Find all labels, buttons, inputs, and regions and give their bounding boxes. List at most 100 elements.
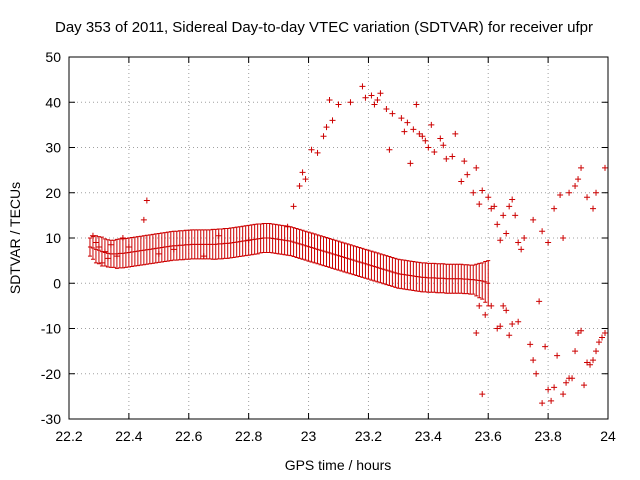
error-bar xyxy=(300,229,305,260)
y-axis-label: SDTVAR / TECUs xyxy=(7,182,23,294)
error-bar xyxy=(468,264,473,295)
data-point xyxy=(521,235,528,241)
error-bar xyxy=(408,260,413,291)
data-point xyxy=(545,239,552,246)
error-bar xyxy=(426,262,431,293)
error-bar xyxy=(351,245,356,276)
error-bar xyxy=(135,236,140,267)
y-tick-label: 0 xyxy=(53,275,61,291)
x-tick-label: 22.4 xyxy=(115,428,142,444)
error-bar xyxy=(132,236,137,267)
error-bar xyxy=(219,228,224,260)
error-bar xyxy=(378,253,383,284)
error-bar xyxy=(417,261,422,292)
data-point xyxy=(500,212,507,219)
data-point xyxy=(551,205,558,212)
data-point xyxy=(593,189,600,196)
data-point xyxy=(515,239,522,246)
data-point xyxy=(506,332,513,339)
x-tick-label: 22.2 xyxy=(55,428,82,444)
error-bar xyxy=(171,230,176,261)
error-bar xyxy=(144,234,149,265)
data-point xyxy=(386,146,393,153)
data-point xyxy=(542,343,549,350)
axis-ticks xyxy=(68,56,609,420)
error-bar xyxy=(291,227,296,258)
data-point xyxy=(560,391,567,398)
error-bar xyxy=(237,226,242,258)
data-point xyxy=(359,83,366,90)
error-bar xyxy=(309,232,314,263)
data-point xyxy=(497,323,504,330)
data-point xyxy=(347,99,354,106)
data-point xyxy=(512,212,519,219)
error-bar xyxy=(180,230,185,261)
data-point xyxy=(536,298,543,305)
error-bar xyxy=(465,264,470,295)
y-tick-label: -30 xyxy=(41,411,61,427)
error-bar xyxy=(372,251,377,282)
data-point xyxy=(596,339,603,346)
data-point xyxy=(140,216,147,223)
error-bar xyxy=(363,248,368,279)
x-tick-label: 23.4 xyxy=(415,428,442,444)
error-bar xyxy=(390,256,395,287)
data-point xyxy=(506,203,513,210)
error-bar xyxy=(105,239,110,268)
error-bar xyxy=(264,223,269,253)
data-point xyxy=(533,370,540,377)
error-bar xyxy=(252,223,257,255)
data-point xyxy=(437,135,444,142)
data-point xyxy=(479,187,486,194)
data-point xyxy=(473,330,480,337)
error-bar xyxy=(411,261,416,291)
data-point xyxy=(401,128,408,135)
error-bar xyxy=(342,242,347,273)
data-point xyxy=(551,384,558,391)
data-point xyxy=(425,144,432,151)
data-point xyxy=(431,149,438,156)
error-bar xyxy=(480,262,485,300)
error-bar xyxy=(159,232,164,263)
error-bar xyxy=(231,227,236,258)
error-bar xyxy=(315,234,320,265)
error-bar xyxy=(261,223,266,253)
error-bar xyxy=(375,252,380,283)
data-point xyxy=(383,106,390,113)
error-bar xyxy=(117,238,122,269)
data-point xyxy=(509,196,516,203)
error-bar xyxy=(216,228,221,260)
error-bar xyxy=(381,254,386,285)
error-bar xyxy=(186,229,191,260)
data-point xyxy=(374,96,381,103)
error-bar xyxy=(123,237,128,268)
error-bar xyxy=(282,225,287,256)
error-bar xyxy=(138,235,143,266)
error-bar xyxy=(321,236,326,267)
data-point xyxy=(575,176,582,183)
data-point xyxy=(539,400,546,407)
error-bar xyxy=(453,263,458,294)
error-bar xyxy=(93,235,98,264)
x-tick-label: 24 xyxy=(600,428,616,444)
error-bar xyxy=(213,228,218,260)
data-point xyxy=(323,124,330,131)
errorbar-series xyxy=(87,223,491,307)
data-point xyxy=(560,235,567,241)
data-point xyxy=(419,133,426,140)
error-bar xyxy=(255,223,260,255)
data-point xyxy=(320,133,327,140)
error-bar xyxy=(366,249,371,280)
y-tick-labels: -30 -20 -10 0 10 20 30 40 50 xyxy=(41,49,61,427)
error-bar xyxy=(279,224,284,255)
error-bar xyxy=(201,229,206,260)
data-point xyxy=(296,182,303,189)
error-bar xyxy=(120,238,125,269)
data-point xyxy=(602,330,609,337)
data-point xyxy=(584,194,591,201)
y-tick-label: -10 xyxy=(41,321,61,337)
error-bar xyxy=(204,229,209,260)
data-point xyxy=(413,101,420,108)
error-bar xyxy=(129,237,134,268)
data-point xyxy=(590,357,597,364)
